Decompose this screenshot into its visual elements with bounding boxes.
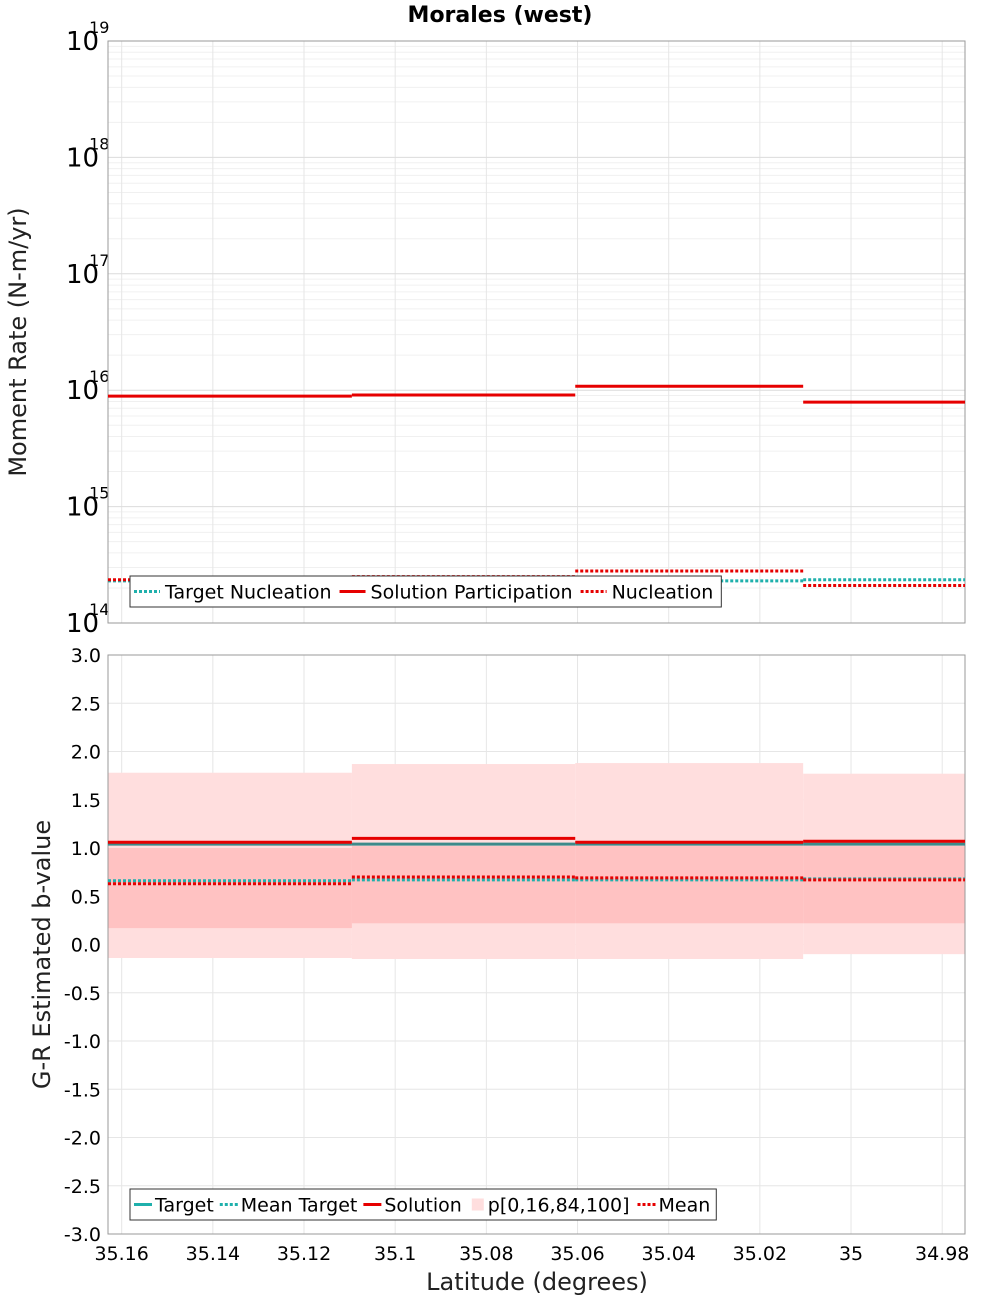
y-tick-label: 1019 <box>66 18 109 57</box>
y-tick-label: 0.0 <box>71 935 101 957</box>
y-tick-label: 1.5 <box>71 790 101 812</box>
b-value-panel: 3.0 2.5 2.0 1.5 1.0 0.5 0.0 -0.5 -1.0 -1.5 -2.0 -2.… <box>28 645 969 1265</box>
legend-item: Mean <box>659 1195 711 1217</box>
y-tick-base: 10 <box>66 27 99 57</box>
legend-swatch <box>471 1198 484 1211</box>
legend-item: Mean Target <box>241 1195 358 1217</box>
legend: Target Nucleation Solution Participation N… <box>129 575 722 608</box>
chart-title: Morales (west) <box>408 3 593 28</box>
y-tick-exponent: 15 <box>89 484 109 503</box>
y-tick-label: 1014 <box>66 600 109 639</box>
y-tick-label: -1.0 <box>64 1031 101 1053</box>
y-tick-exponent: 14 <box>89 600 109 619</box>
x-tick-label: 35.06 <box>550 1243 604 1265</box>
y-tick-base: 10 <box>66 143 99 173</box>
y-tick-label: -0.5 <box>64 983 101 1005</box>
y-tick-label: -2.5 <box>64 1176 101 1198</box>
y-tick-label: 1.0 <box>71 838 101 860</box>
y-tick-label: 1017 <box>66 251 109 290</box>
legend-item: p[0,16,84,100] <box>488 1195 630 1217</box>
plot-frame <box>107 654 966 1235</box>
y-tick-base: 10 <box>66 376 99 406</box>
x-tick-label: 35.1 <box>374 1243 416 1265</box>
x-tick-label: 34.98 <box>915 1243 969 1265</box>
x-axis-label: Latitude (degrees) <box>426 1268 648 1296</box>
y-tick-label: 1018 <box>66 134 109 173</box>
legend-item: Solution Participation <box>371 582 573 604</box>
y-tick-label: -1.5 <box>64 1079 101 1101</box>
y-tick-label: -2.0 <box>64 1128 101 1150</box>
band-inner <box>351 846 576 924</box>
band-inner <box>575 846 804 924</box>
x-tick-label: 35 <box>839 1243 863 1265</box>
band-inner <box>803 846 965 924</box>
legend-box <box>129 575 722 608</box>
y-tick-base: 10 <box>66 609 99 639</box>
y-tick-exponent: 16 <box>89 367 109 386</box>
y-tick-label: 2.0 <box>71 742 101 764</box>
y-tick-label: 1015 <box>66 484 109 523</box>
legend: Target Mean Target Solution p[0,16,84,100] M… <box>129 1188 717 1221</box>
y-axis-label: G-R Estimated b-value <box>28 820 56 1089</box>
y-tick-exponent: 17 <box>89 251 109 270</box>
plot-frame <box>107 40 966 624</box>
y-tick-exponent: 18 <box>89 134 109 153</box>
y-tick-label: 3.0 <box>71 645 101 667</box>
legend-item: Target Nucleation <box>164 582 332 604</box>
y-tick-exponent: 19 <box>89 18 109 37</box>
y-tick-label: 2.5 <box>71 693 101 715</box>
y-tick-label: 1016 <box>66 367 109 406</box>
x-tick-label: 35.16 <box>94 1243 148 1265</box>
y-tick-label: 0.5 <box>71 886 101 908</box>
y-tick-base: 10 <box>66 493 99 523</box>
y-axis-label: Moment Rate (N-m/yr) <box>4 207 32 476</box>
y-tick-label: -3.0 <box>64 1224 101 1246</box>
band-inner <box>108 848 352 929</box>
legend-item: Nucleation <box>612 582 714 604</box>
x-tick-label: 35.02 <box>733 1243 787 1265</box>
x-tick-label: 35.14 <box>186 1243 240 1265</box>
legend-item: Target <box>154 1195 214 1217</box>
x-tick-label: 35.04 <box>641 1243 695 1265</box>
x-tick-label: 35.08 <box>459 1243 513 1265</box>
legend-item: Solution <box>384 1195 461 1217</box>
x-tick-label: 35.12 <box>277 1243 331 1265</box>
y-tick-base: 10 <box>66 260 99 290</box>
